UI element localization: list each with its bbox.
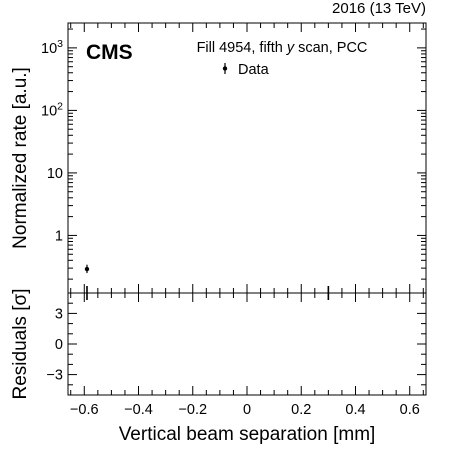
x-axis-label: Vertical beam separation [mm] (119, 424, 376, 445)
cms-label: CMS (86, 41, 133, 64)
x-tick-label: 0.4 (345, 402, 365, 418)
y-tick-label: 102 (41, 100, 63, 119)
x-tick-label: 0 (243, 402, 251, 418)
x-tick-label: −0.6 (70, 402, 99, 418)
residual-tick-label: 3 (55, 306, 63, 322)
legend: Data (222, 62, 270, 78)
top-y-axis-label: Normalized rate [a.u.] (10, 67, 31, 249)
top-panel-ytick-labels: 1 10 102 103 (41, 38, 63, 245)
energy-label: 2016 (13 TeV) (332, 0, 426, 17)
x-tick-label: −0.2 (178, 402, 207, 418)
bottom-panel-frame (67, 292, 427, 396)
top-panel-data-points (84, 264, 90, 274)
top-panel-ticks (68, 23, 426, 293)
x-tick-label: −0.4 (124, 402, 153, 418)
residual-tick-label: −3 (46, 368, 63, 384)
bottom-panel-ticks (68, 293, 426, 395)
legend-label: Data (238, 62, 270, 78)
x-tick-label: 0.2 (291, 402, 311, 418)
legend-marker (222, 63, 228, 74)
data-point (84, 264, 90, 274)
x-axis-tick-labels: −0.6 −0.4 −0.2 0 0.2 0.4 0.6 (70, 402, 420, 418)
bottom-panel-ytick-labels: −3 0 3 (46, 306, 63, 383)
chart-title: Fill 4954, fifth y scan, PCC (197, 40, 368, 56)
y-tick-label: 103 (41, 38, 63, 57)
y-tick-label: 10 (47, 166, 63, 182)
y-tick-label: 1 (55, 228, 63, 244)
x-tick-label: 0.6 (400, 402, 420, 418)
residual-tick-label: 0 (55, 337, 63, 353)
bottom-panel-residual-points (86, 286, 330, 300)
bottom-y-axis-label: Residuals [σ] (10, 289, 31, 400)
